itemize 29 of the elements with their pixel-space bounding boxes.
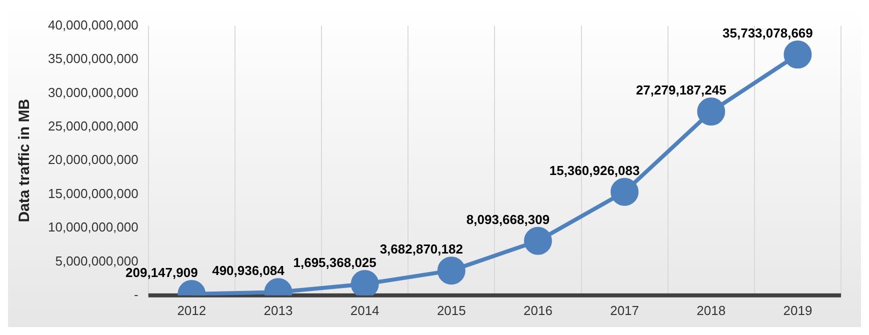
data-label: 15,360,926,083 xyxy=(549,162,640,178)
x-tick-label: 2019 xyxy=(783,302,812,318)
x-tick-label: 2013 xyxy=(264,302,293,318)
point xyxy=(784,40,812,69)
x-tick-label: 2018 xyxy=(696,302,726,318)
y-tick-label: 15,000,000,000 xyxy=(48,186,138,201)
x-tick-label: 2017 xyxy=(610,302,640,318)
y-tick-label: 35,000,000,000 xyxy=(48,51,138,66)
point xyxy=(697,98,726,126)
y-tick-label: 20,000,000,000 xyxy=(48,152,138,168)
data-label: 8,093,668,309 xyxy=(466,212,550,227)
x-tick-label: 2015 xyxy=(436,302,466,318)
y-tick-label: 25,000,000,000 xyxy=(48,118,138,134)
x-tick-label: 2012 xyxy=(177,302,206,318)
x-tick-label: 2014 xyxy=(350,302,380,318)
point xyxy=(610,178,639,206)
point xyxy=(524,226,552,255)
x-tick-label: 2016 xyxy=(524,302,552,318)
point xyxy=(437,256,466,285)
data-label: 27,279,187,245 xyxy=(636,82,726,98)
y-tick-label: 30,000,000,000 xyxy=(48,84,138,100)
y-tick-label: 40,000,000,000 xyxy=(48,17,138,32)
data-label: 3,682,870,182 xyxy=(380,242,463,257)
y-axis-title: Data traffic in MB xyxy=(16,98,34,222)
y-tick-label: 10,000,000,000 xyxy=(48,220,138,235)
data-label: 490,936,084 xyxy=(212,263,286,278)
data-label: 35,733,078,669 xyxy=(722,26,813,41)
data-label: 1,695,368,025 xyxy=(293,255,376,270)
y-tick-label: - xyxy=(134,286,138,302)
